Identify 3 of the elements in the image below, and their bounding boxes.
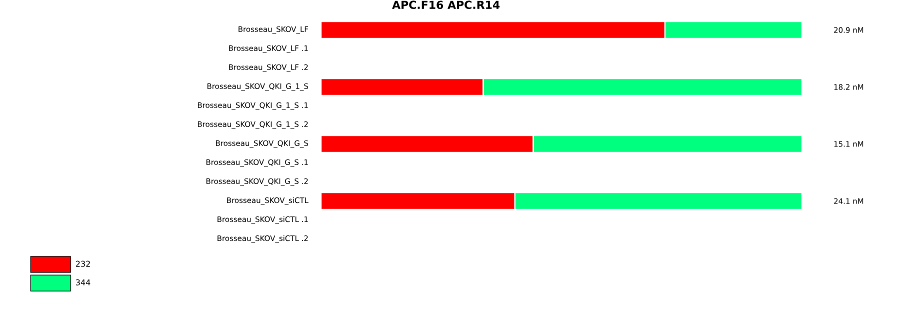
chart-title: APC.F16 APC.R14 (392, 0, 500, 10)
legend-label: 344 (76, 279, 90, 286)
legend-label: 232 (76, 260, 90, 267)
